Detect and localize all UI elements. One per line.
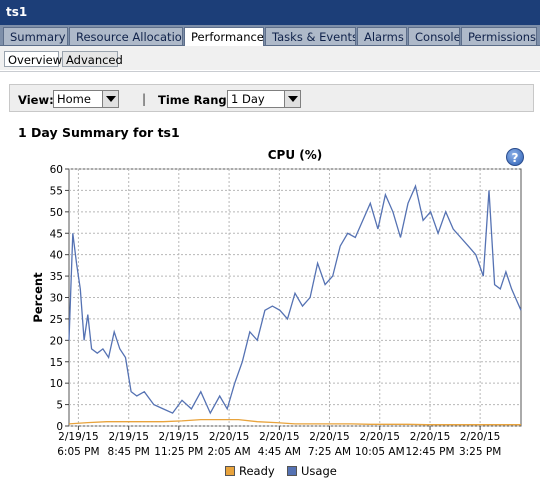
x-tick-date: 2/20/15 xyxy=(309,431,349,443)
x-tick-date: 2/19/15 xyxy=(58,431,98,443)
y-tick-label: 55 xyxy=(50,185,63,197)
separator: | xyxy=(142,92,147,106)
y-tick-label: 60 xyxy=(50,164,63,176)
y-tick-label: 30 xyxy=(50,293,63,305)
y-tick-label: 5 xyxy=(56,400,63,412)
legend-usage: Usage xyxy=(287,464,337,478)
y-tick-label: 20 xyxy=(50,335,63,347)
legend-swatch-ready xyxy=(225,466,235,476)
tab-strip: Summary Resource Allocation Performance … xyxy=(0,25,540,46)
tab-alarms[interactable]: Alarms xyxy=(357,27,407,45)
legend-label-ready: Ready xyxy=(239,464,275,478)
tab-performance[interactable]: Performance xyxy=(184,27,264,46)
view-select-value: Home xyxy=(57,92,91,106)
x-tick-date: 2/20/15 xyxy=(259,431,299,443)
tab-summary[interactable]: Summary xyxy=(3,27,68,45)
divider xyxy=(0,71,540,72)
chart-title: CPU (%) xyxy=(268,148,323,162)
x-tick-time: 4:45 AM xyxy=(258,446,301,458)
y-tick-label: 35 xyxy=(50,271,63,283)
x-tick-date: 2/19/15 xyxy=(108,431,148,443)
chevron-down-icon[interactable] xyxy=(102,91,118,107)
x-tick-time: 7:25 AM xyxy=(308,446,351,458)
x-tick-time: 10:05 AM xyxy=(355,446,405,458)
view-label: View: xyxy=(18,93,54,107)
y-tick-label: 45 xyxy=(50,228,63,240)
time-range-value: 1 Day xyxy=(231,92,265,106)
x-tick-time: 2:05 AM xyxy=(207,446,250,458)
y-tick-label: 50 xyxy=(50,207,63,219)
y-tick-label: 25 xyxy=(50,314,63,326)
x-tick-date: 2/20/15 xyxy=(209,431,249,443)
x-tick-time: 6:05 PM xyxy=(57,446,99,458)
y-tick-label: 40 xyxy=(50,250,63,262)
x-tick-date: 2/20/15 xyxy=(360,431,400,443)
tab-tasks-events[interactable]: Tasks & Events xyxy=(265,27,356,45)
legend-ready: Ready xyxy=(225,464,275,478)
chevron-down-icon[interactable] xyxy=(284,91,300,107)
series-line-usage xyxy=(68,184,522,415)
y-tick-label: 15 xyxy=(50,357,63,369)
x-tick-date: 2/20/15 xyxy=(460,431,500,443)
sub-tab-bar: Overview Advanced xyxy=(0,46,540,70)
x-tick-time: 3:25 PM xyxy=(459,446,501,458)
tab-resource-allocation[interactable]: Resource Allocation xyxy=(69,27,183,45)
y-tick-label: 10 xyxy=(50,378,63,390)
window-title: ts1 xyxy=(0,0,540,25)
y-tick-label: 0 xyxy=(56,421,63,433)
help-icon[interactable]: ? xyxy=(506,148,524,166)
filter-bar: View: Home | Time Range: 1 Day xyxy=(9,84,534,112)
time-range-label: Time Range: xyxy=(158,93,240,107)
subtab-overview[interactable]: Overview xyxy=(4,51,62,67)
series-line-ready xyxy=(68,418,521,426)
view-select[interactable]: Home xyxy=(53,90,119,108)
x-tick-time: 12:45 PM xyxy=(406,446,455,458)
x-tick-time: 8:45 PM xyxy=(108,446,150,458)
legend-label-usage: Usage xyxy=(301,464,337,478)
time-range-select[interactable]: 1 Day xyxy=(227,90,301,108)
tab-permissions[interactable]: Permissions xyxy=(461,27,537,45)
legend-swatch-usage xyxy=(287,466,297,476)
y-axis-label: Percent xyxy=(31,272,45,323)
summary-title: 1 Day Summary for ts1 xyxy=(18,125,180,140)
x-tick-time: 11:25 PM xyxy=(154,446,203,458)
cpu-chart: CPU (%) 0 5 10 15 20 25 30 35 40 45 50 55 60 2/19/15 6:… xyxy=(31,148,522,458)
x-tick-date: 2/19/15 xyxy=(159,431,199,443)
x-tick-date: 2/20/15 xyxy=(410,431,450,443)
subtab-advanced[interactable]: Advanced xyxy=(62,51,123,67)
tab-console[interactable]: Console xyxy=(408,27,460,45)
